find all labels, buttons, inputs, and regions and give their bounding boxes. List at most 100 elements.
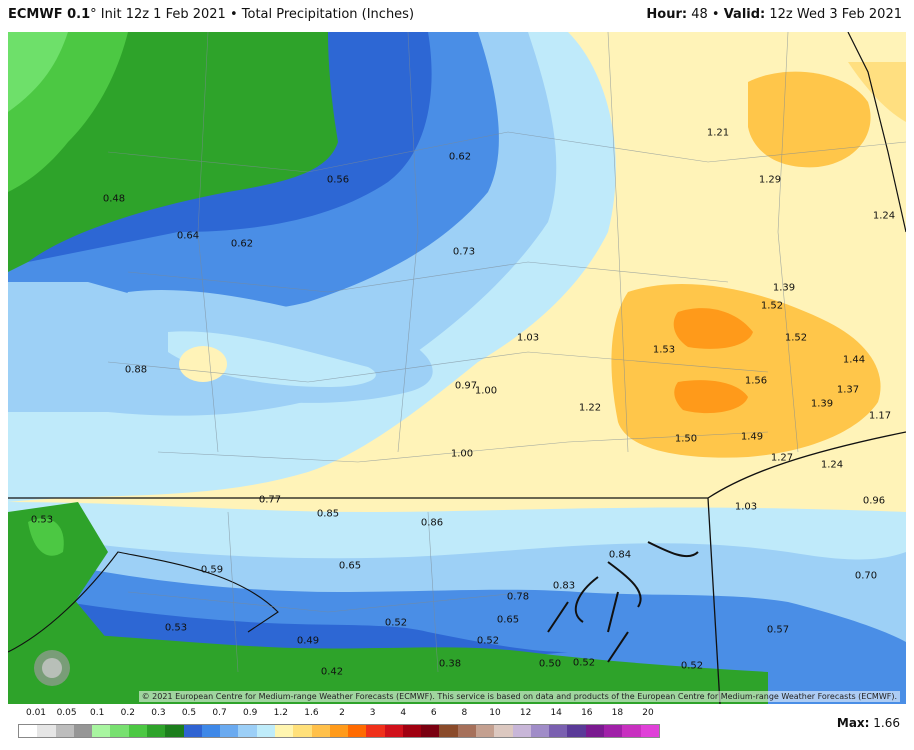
precip-value-label: 0.57 [766, 624, 790, 636]
precip-value-label: 0.42 [320, 666, 344, 678]
precip-value-label: 0.38 [438, 658, 462, 670]
precip-value-label: 0.53 [164, 622, 188, 634]
precip-value-label: 0.84 [608, 549, 632, 561]
precip-value-label: 1.03 [516, 332, 540, 344]
precip-value-label: 0.48 [102, 193, 126, 205]
legend-tick-label: 0.1 [90, 708, 105, 718]
legend-swatch [494, 725, 513, 737]
precip-value-label: 1.53 [652, 344, 676, 356]
precip-value-label: 0.78 [506, 591, 530, 603]
legend-tick-label: 3 [369, 708, 376, 718]
weatherbell-logo [30, 642, 102, 690]
precip-value-label: 0.53 [30, 514, 54, 526]
precip-value-label: 0.59 [200, 564, 224, 576]
color-legend: 0.01 0.05 0.1 0.2 0.3 0.5 0.7 0.9 1.2 1.6 2 3 4 6 8 10 1… [18, 708, 660, 748]
legend-swatch [37, 725, 56, 737]
legend-ticks: 0.01 0.05 0.1 0.2 0.3 0.5 0.7 0.9 1.2 1.6 2 3 4 6 8 10 1… [18, 708, 658, 722]
legend-tick-label: 16 [581, 708, 593, 718]
legend-swatch [604, 725, 623, 737]
precip-value-label: 0.65 [338, 560, 362, 572]
legend-swatch [55, 725, 74, 737]
legend-swatch [274, 725, 294, 737]
model-name: ECMWF 0.1 [8, 7, 91, 22]
precip-value-label: 0.49 [296, 635, 320, 647]
hour-value: 48 [687, 7, 712, 22]
legend-swatch [348, 725, 367, 737]
max-number: 1.66 [869, 716, 900, 730]
precip-value-label: 0.52 [476, 635, 500, 647]
precip-value-label: 0.85 [316, 508, 340, 520]
precip-value-label: 0.50 [538, 658, 562, 670]
product-name: Total Precipitation (Inches) [241, 7, 415, 22]
precip-value-label: 0.86 [420, 517, 444, 529]
copyright-note: © 2021 European Centre for Medium-range … [138, 691, 900, 702]
legend-swatch [549, 725, 568, 737]
precip-value-label: 0.52 [680, 660, 704, 672]
legend-tick-label: 1.6 [304, 708, 319, 718]
precip-value-label: 1.44 [842, 354, 866, 366]
legend-tick-label: 0.7 [212, 708, 227, 718]
logo-icon [34, 650, 70, 686]
precip-value-label: 0.65 [496, 614, 520, 626]
legend-swatch [439, 725, 458, 737]
legend-swatch [402, 725, 422, 737]
legend-tick-label: 14 [550, 708, 562, 718]
precip-value-label: 0.52 [384, 617, 408, 629]
legend-tick-label: 0.5 [181, 708, 197, 718]
valid-label: Valid: [723, 7, 766, 22]
legend-tick-label: 20 [642, 708, 654, 718]
separator: • [711, 7, 724, 22]
legend-swatch [585, 725, 604, 737]
legend-swatch [165, 725, 184, 737]
legend-swatch [329, 725, 349, 737]
precip-value-label: 0.77 [258, 494, 282, 506]
legend-tick-label: 2 [339, 708, 345, 718]
degree-mark: ° [90, 7, 97, 22]
precip-value-label: 0.83 [552, 580, 576, 592]
legend-swatch [457, 725, 477, 737]
legend-swatch [530, 725, 550, 737]
precip-value-label: 0.97 [454, 380, 478, 392]
legend-swatch [92, 725, 111, 737]
legend-swatch [622, 725, 641, 737]
legend-swatch [110, 725, 129, 737]
legend-swatch [366, 725, 385, 737]
max-label: Max: [836, 716, 870, 730]
precip-value-label: 0.64 [176, 230, 200, 242]
legend-swatch [567, 725, 586, 737]
legend-swatch [183, 725, 202, 737]
legend-swatch [476, 725, 495, 737]
precip-value-label: 1.21 [706, 127, 730, 139]
precip-value-label: 1.52 [784, 332, 808, 344]
precip-value-label: 1.00 [450, 448, 474, 460]
precipitation-map[interactable]: 0.62 0.56 0.48 0.64 0.62 0.73 0.88 0.97 1.00 1.03… [8, 32, 906, 704]
max-value: Max: 1.66 [837, 716, 900, 730]
precip-value-label: 1.39 [810, 398, 834, 410]
hour-label: Hour: [646, 7, 688, 22]
precip-value-label: 1.29 [758, 174, 782, 186]
precip-value-label: 1.24 [872, 210, 896, 222]
legend-tick-label: 10 [489, 708, 501, 718]
legend-tick-label: 6 [430, 708, 437, 718]
precip-value-label: 1.22 [578, 402, 602, 414]
init-time: Init 12z 1 Feb 2021 [96, 7, 226, 22]
legend-swatch [238, 725, 257, 737]
precip-value-label: 0.73 [452, 246, 476, 258]
separator: • [225, 7, 242, 22]
precip-value-label: 0.62 [448, 151, 472, 163]
precip-value-label: 0.52 [572, 657, 596, 669]
precip-value-label: 1.17 [868, 410, 892, 422]
map-canvas [8, 32, 906, 704]
precip-value-label: 1.49 [740, 431, 764, 443]
legend-tick-label: 8 [461, 708, 468, 718]
precip-value-label: 0.62 [230, 238, 254, 250]
legend-tick-label: 4 [400, 708, 407, 718]
legend-tick-label: 0.2 [120, 708, 135, 718]
legend-tick-label: 0.9 [243, 708, 258, 718]
precip-value-label: 1.27 [770, 452, 794, 464]
precip-value-label: 1.39 [772, 282, 796, 294]
legend-tick-label: 18 [611, 708, 624, 718]
legend-swatch [220, 725, 239, 737]
precip-value-label: 1.24 [820, 459, 844, 471]
legend-tick-label: 1.2 [273, 708, 288, 718]
